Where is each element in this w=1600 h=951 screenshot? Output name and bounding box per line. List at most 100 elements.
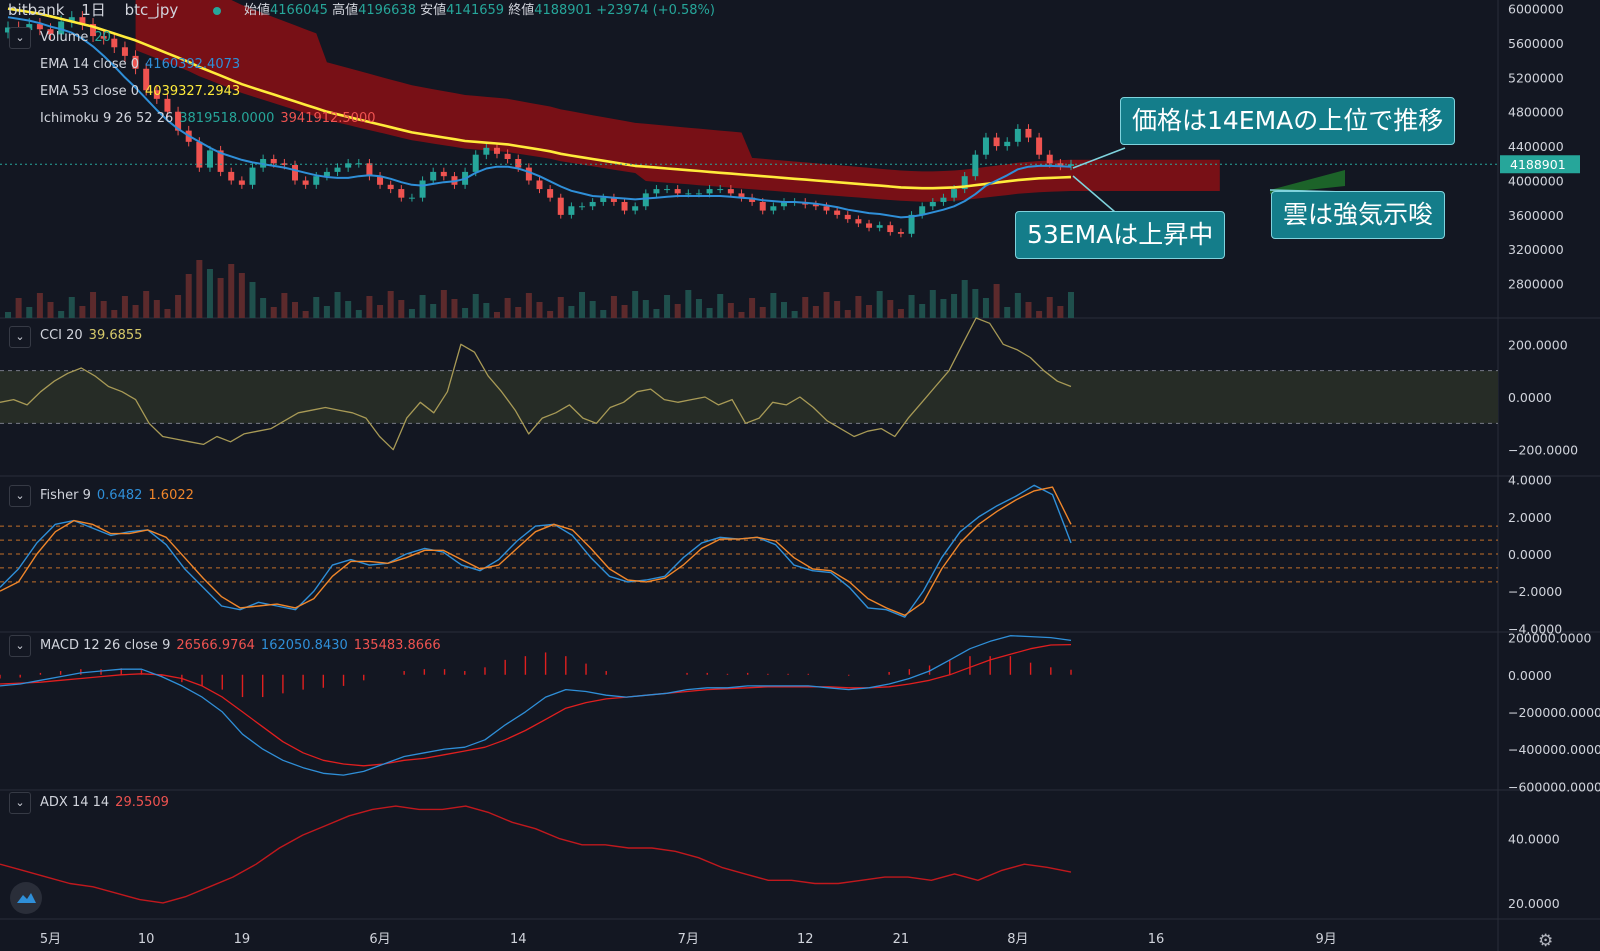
annotation-ema14[interactable]: 価格は14EMAの上位で推移	[1120, 97, 1456, 145]
volume-bar	[196, 260, 203, 318]
fisher-value-2: 1.6022	[148, 488, 194, 503]
volume-legend[interactable]: Volume 20	[40, 30, 117, 45]
candle-body	[844, 214, 851, 220]
candle-body	[408, 197, 415, 199]
candle-body	[238, 180, 245, 185]
volume-bar	[68, 297, 75, 318]
collapse-legend-button[interactable]: ⌄	[9, 27, 31, 49]
volume-bar	[855, 296, 862, 318]
candle-body	[249, 167, 256, 185]
volume-bar	[175, 295, 182, 318]
adx-collapse-button[interactable]: ⌄	[9, 792, 31, 814]
candle-body	[302, 180, 309, 185]
candle-body	[1025, 128, 1032, 138]
candle-body	[1004, 141, 1011, 147]
fisher-axis-tick: 2.0000	[1508, 510, 1552, 525]
volume-bar	[79, 306, 86, 318]
cci-collapse-button[interactable]: ⌄	[9, 326, 31, 348]
fisher-axis-tick: 0.0000	[1508, 547, 1552, 562]
price-axis-tick: 6000000	[1508, 2, 1564, 17]
candle-body	[579, 206, 586, 208]
adx-name: ADX 14 14	[40, 795, 110, 810]
cci-legend[interactable]: CCI 20 39.6855	[40, 328, 148, 343]
volume-bar	[866, 305, 873, 318]
ichimoku-legend[interactable]: Ichimoku 9 26 52 26 3819518.0000 3941912.5…	[40, 111, 382, 126]
price-axis-tick: 5600000	[1508, 36, 1564, 51]
fisher-name: Fisher 9	[40, 488, 91, 503]
macd-legend[interactable]: MACD 12 26 close 9 26566.9764 162050.8430 1…	[40, 638, 447, 653]
change-value: +23974 (+0.58%)	[596, 3, 715, 18]
candle-body	[812, 204, 819, 207]
symbol-label[interactable]: btc_jpy	[124, 1, 179, 19]
fisher-main-line	[0, 484, 1072, 618]
candle-body	[1014, 128, 1021, 142]
volume-bar	[674, 304, 681, 318]
fisher-legend[interactable]: Fisher 9 0.6482 1.6022	[40, 488, 200, 503]
volume-bar	[121, 296, 128, 318]
candle-body	[366, 163, 373, 177]
candle-body	[270, 159, 277, 164]
volume-bar	[217, 278, 224, 318]
volume-bar	[685, 290, 692, 318]
adx-line	[0, 805, 1072, 904]
cci-name: CCI 20	[40, 328, 83, 343]
ema14-name: EMA 14 close 0	[40, 57, 140, 72]
annotation-cloud[interactable]: 雲は強気示唆	[1271, 191, 1446, 239]
fisher-axis-tick: −4.0000	[1508, 621, 1562, 636]
volume-bar	[440, 290, 447, 318]
macd-value-2: 162050.8430	[260, 638, 348, 653]
ichimoku-cloud-bear	[135, 0, 1220, 202]
volume-bar	[377, 305, 384, 318]
candle-body	[175, 111, 182, 131]
annotation-pointer	[1072, 147, 1126, 169]
candle-body	[419, 180, 426, 198]
macd-collapse-button[interactable]: ⌄	[9, 635, 31, 657]
candle-body	[908, 214, 915, 234]
volume-bar	[600, 310, 607, 318]
volume-bar	[653, 309, 660, 318]
candle-body	[632, 206, 639, 211]
fisher-collapse-button[interactable]: ⌄	[9, 485, 31, 507]
volume-bar	[153, 300, 160, 318]
volume-bar	[579, 292, 586, 318]
volume-bar	[887, 300, 894, 318]
volume-bar	[58, 311, 65, 318]
interval-label[interactable]: 1日	[81, 1, 106, 19]
candle-body	[749, 197, 756, 202]
volume-bar	[164, 309, 171, 318]
ema53-value: 4039327.2943	[145, 84, 241, 99]
candle-body	[323, 171, 330, 177]
volume-bar	[408, 309, 415, 318]
volume-bar	[1068, 292, 1074, 318]
time-axis-tick: 14	[510, 932, 527, 947]
gear-icon[interactable]: ⚙	[1538, 931, 1554, 951]
volume-bar	[313, 297, 320, 318]
tradingview-logo[interactable]	[10, 882, 42, 914]
high-value: 4196638	[358, 3, 416, 18]
volume-bar	[504, 298, 511, 318]
candle-body	[164, 98, 171, 112]
candle-body	[759, 201, 766, 211]
volume-bar	[717, 294, 724, 318]
volume-bar	[642, 300, 649, 318]
candle-body	[440, 171, 447, 177]
candle-body	[695, 193, 702, 195]
volume-bar	[812, 306, 819, 318]
ema14-legend[interactable]: EMA 14 close 0 4160392.4073	[40, 57, 246, 72]
candle-body	[993, 137, 1000, 147]
volume-bar	[557, 297, 564, 318]
annotation-ema53[interactable]: 53EMAは上昇中	[1015, 211, 1226, 259]
ema53-legend[interactable]: EMA 53 close 0 4039327.2943	[40, 84, 246, 99]
volume-bar	[951, 294, 958, 318]
adx-legend[interactable]: ADX 14 14 29.5509	[40, 795, 175, 810]
adx-axis-tick: 40.0000	[1508, 831, 1560, 846]
candle-body	[377, 176, 384, 185]
candle-body	[951, 189, 958, 198]
cci-axis-tick: 0.0000	[1508, 390, 1552, 405]
candle-body	[143, 68, 150, 91]
candle-body	[823, 206, 830, 211]
volume-bar	[770, 293, 777, 318]
macd-value-3: 135483.8666	[353, 638, 441, 653]
